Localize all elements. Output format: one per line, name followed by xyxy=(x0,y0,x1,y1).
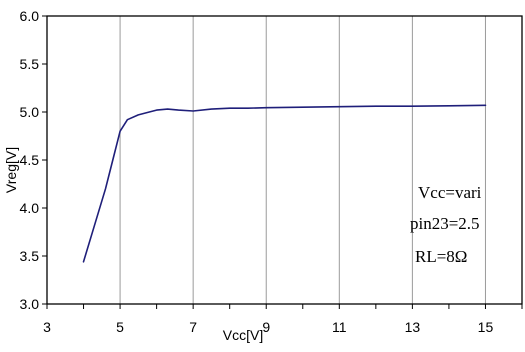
y-tick-label-5.5: 5.5 xyxy=(20,56,40,72)
y-axis-title: Vreg[V] xyxy=(3,147,19,193)
x-axis-title: Vcc[V] xyxy=(223,327,263,343)
x-tick-label-3: 3 xyxy=(43,319,51,335)
y-tick-label-6.0: 6.0 xyxy=(20,8,40,24)
x-tick-label-15: 15 xyxy=(478,319,494,335)
grid xyxy=(119,16,486,304)
series-line-0 xyxy=(82,104,487,263)
x-tick-label-11: 11 xyxy=(332,319,347,335)
annotation-pin23: pin23=2.5 xyxy=(410,214,480,233)
x-tick-label-13: 13 xyxy=(405,319,421,335)
y-tick-label-4.5: 4.5 xyxy=(20,152,40,168)
series-layer xyxy=(82,104,487,263)
x-tick-label-7: 7 xyxy=(189,319,197,335)
y-tick-label-4.0: 4.0 xyxy=(20,200,40,216)
annotation-vcc: Vcc=vari xyxy=(418,183,482,202)
axis-ticks xyxy=(42,15,523,309)
x-tick-label-5: 5 xyxy=(116,319,124,335)
y-tick-label-3.5: 3.5 xyxy=(20,248,40,264)
y-tick-label-5.0: 5.0 xyxy=(20,104,40,120)
x-tick-label-9: 9 xyxy=(262,319,270,335)
y-tick-label-3.0: 3.0 xyxy=(20,296,40,312)
annotation-rl: RL=8Ω xyxy=(415,247,467,266)
tick-labels: 3 5 7 9 11 13 15 3.0 3.5 4.0 4.5 5.0 5.5 6.0 xyxy=(20,8,494,335)
